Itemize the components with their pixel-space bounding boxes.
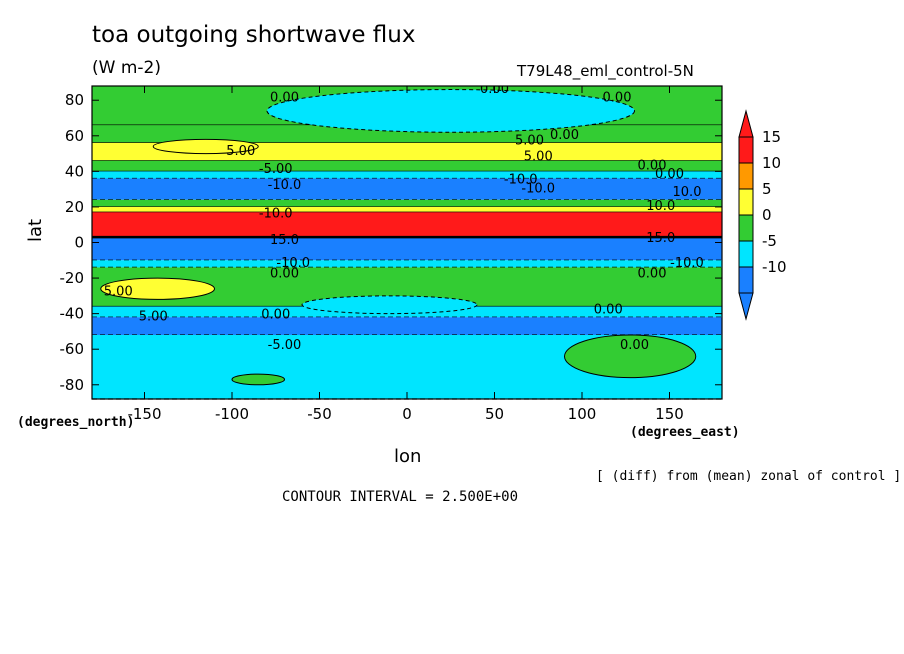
x-tick-label-2: -50	[307, 405, 332, 423]
colorbar-top-triangle	[738, 109, 754, 138]
band-7	[92, 206, 722, 213]
colorbar-bottom-triangle	[738, 292, 754, 321]
contour-label-21: 0.00	[638, 267, 667, 282]
contour-label-5: 5.00	[226, 144, 255, 159]
contour-label-19: 0.00	[270, 267, 299, 282]
y-tick-label-2: -40	[60, 305, 85, 323]
x-tick-label-5: 100	[568, 405, 597, 423]
band-5	[92, 178, 722, 200]
band-6	[92, 199, 722, 207]
contour-label-0: 0.00	[270, 91, 299, 106]
contour-label-9: -10.0	[504, 172, 538, 187]
run-label: T79L48_eml_control-5N	[517, 62, 694, 80]
contour-label-16: 15.0	[270, 233, 299, 248]
colorbar-label-0: 15	[762, 128, 781, 146]
colorbar-swatch-4	[738, 240, 754, 268]
contour-label-17: 15.0	[646, 231, 675, 246]
x-axis-label: lon	[394, 446, 422, 467]
contour-label-23: 5.00	[139, 309, 168, 324]
y-tick-label-7: 60	[65, 127, 84, 145]
diff-note: [ (diff) from (mean) zonal of control ]	[596, 469, 902, 484]
band-8	[92, 212, 722, 238]
y-tick-label-1: -60	[60, 340, 85, 358]
contour-label-24: 0.00	[261, 308, 290, 323]
contour-label-8: -10.0	[268, 178, 302, 193]
y-tick-label-3: -20	[60, 269, 85, 287]
contour-label-15: -10.0	[259, 206, 293, 221]
x-tick-label-6: 150	[655, 405, 684, 423]
patch-5	[152, 138, 259, 155]
contour-label-25: 0.00	[594, 302, 623, 317]
contour-label-22: 5.00	[104, 285, 133, 300]
band-9	[92, 237, 722, 261]
contour-label-26: -5.00	[268, 338, 302, 353]
band-3	[92, 160, 722, 172]
contour-label-18: -10.0	[276, 256, 310, 271]
x-unit-label: (degrees_east)	[630, 425, 740, 440]
band-13	[92, 317, 722, 335]
band-10	[92, 260, 722, 268]
contour-label-27: 0.00	[620, 338, 649, 353]
contour-label-6: 5.00	[524, 149, 553, 164]
colorbar-swatch-1	[738, 162, 754, 190]
colorbar-label-1: 10	[762, 154, 781, 172]
patch-0	[266, 89, 635, 133]
contour-label-12: 0.00	[655, 167, 684, 182]
contour-label-20: -10.0	[670, 256, 704, 271]
colorbar-swatch-0	[738, 136, 754, 164]
contour-interval: CONTOUR INTERVAL = 2.500E+00	[282, 489, 519, 505]
contour-label-7: -5.00	[259, 162, 293, 177]
colorbar-swatch-2	[738, 188, 754, 216]
patch-3	[564, 334, 697, 379]
patch-4	[231, 373, 285, 386]
y-tick-label-6: 40	[65, 162, 84, 180]
colorbar-swatch-5	[738, 266, 754, 294]
y-unit-label: (degrees_north)	[17, 415, 135, 430]
y-tick-label-0: -80	[60, 376, 85, 394]
colorbar-label-2: 5	[762, 180, 772, 198]
contour-label-11: 0.00	[638, 158, 667, 173]
contour-label-4: 5.00	[515, 133, 544, 148]
x-tick-label-4: 50	[485, 405, 504, 423]
colorbar-label-3: 0	[762, 206, 772, 224]
contour-label-10: -10.0	[521, 181, 555, 196]
x-tick-label-0: -150	[127, 405, 161, 423]
contour-label-2: 0.00	[603, 91, 632, 106]
contour-label-13: 10.0	[673, 185, 702, 200]
colorbar-label-4: -5	[762, 232, 777, 250]
colorbar-swatch-3	[738, 214, 754, 242]
x-tick-label-1: -100	[215, 405, 249, 423]
x-tick-label-3: 0	[402, 405, 412, 423]
y-tick-label-4: 0	[74, 234, 84, 252]
y-tick-label-5: 20	[65, 198, 84, 216]
chart-units: (W m-2)	[92, 58, 161, 78]
patch-2	[301, 295, 478, 315]
chart-title: toa outgoing shortwave flux	[92, 22, 416, 48]
contour-label-3: 0.00	[550, 128, 579, 143]
band-4	[92, 171, 722, 179]
contour-label-14: 10.0	[646, 199, 675, 214]
patch-1	[100, 277, 215, 300]
band-1	[92, 125, 722, 143]
colorbar-label-5: -10	[762, 258, 787, 276]
y-tick-label-8: 80	[65, 91, 84, 109]
